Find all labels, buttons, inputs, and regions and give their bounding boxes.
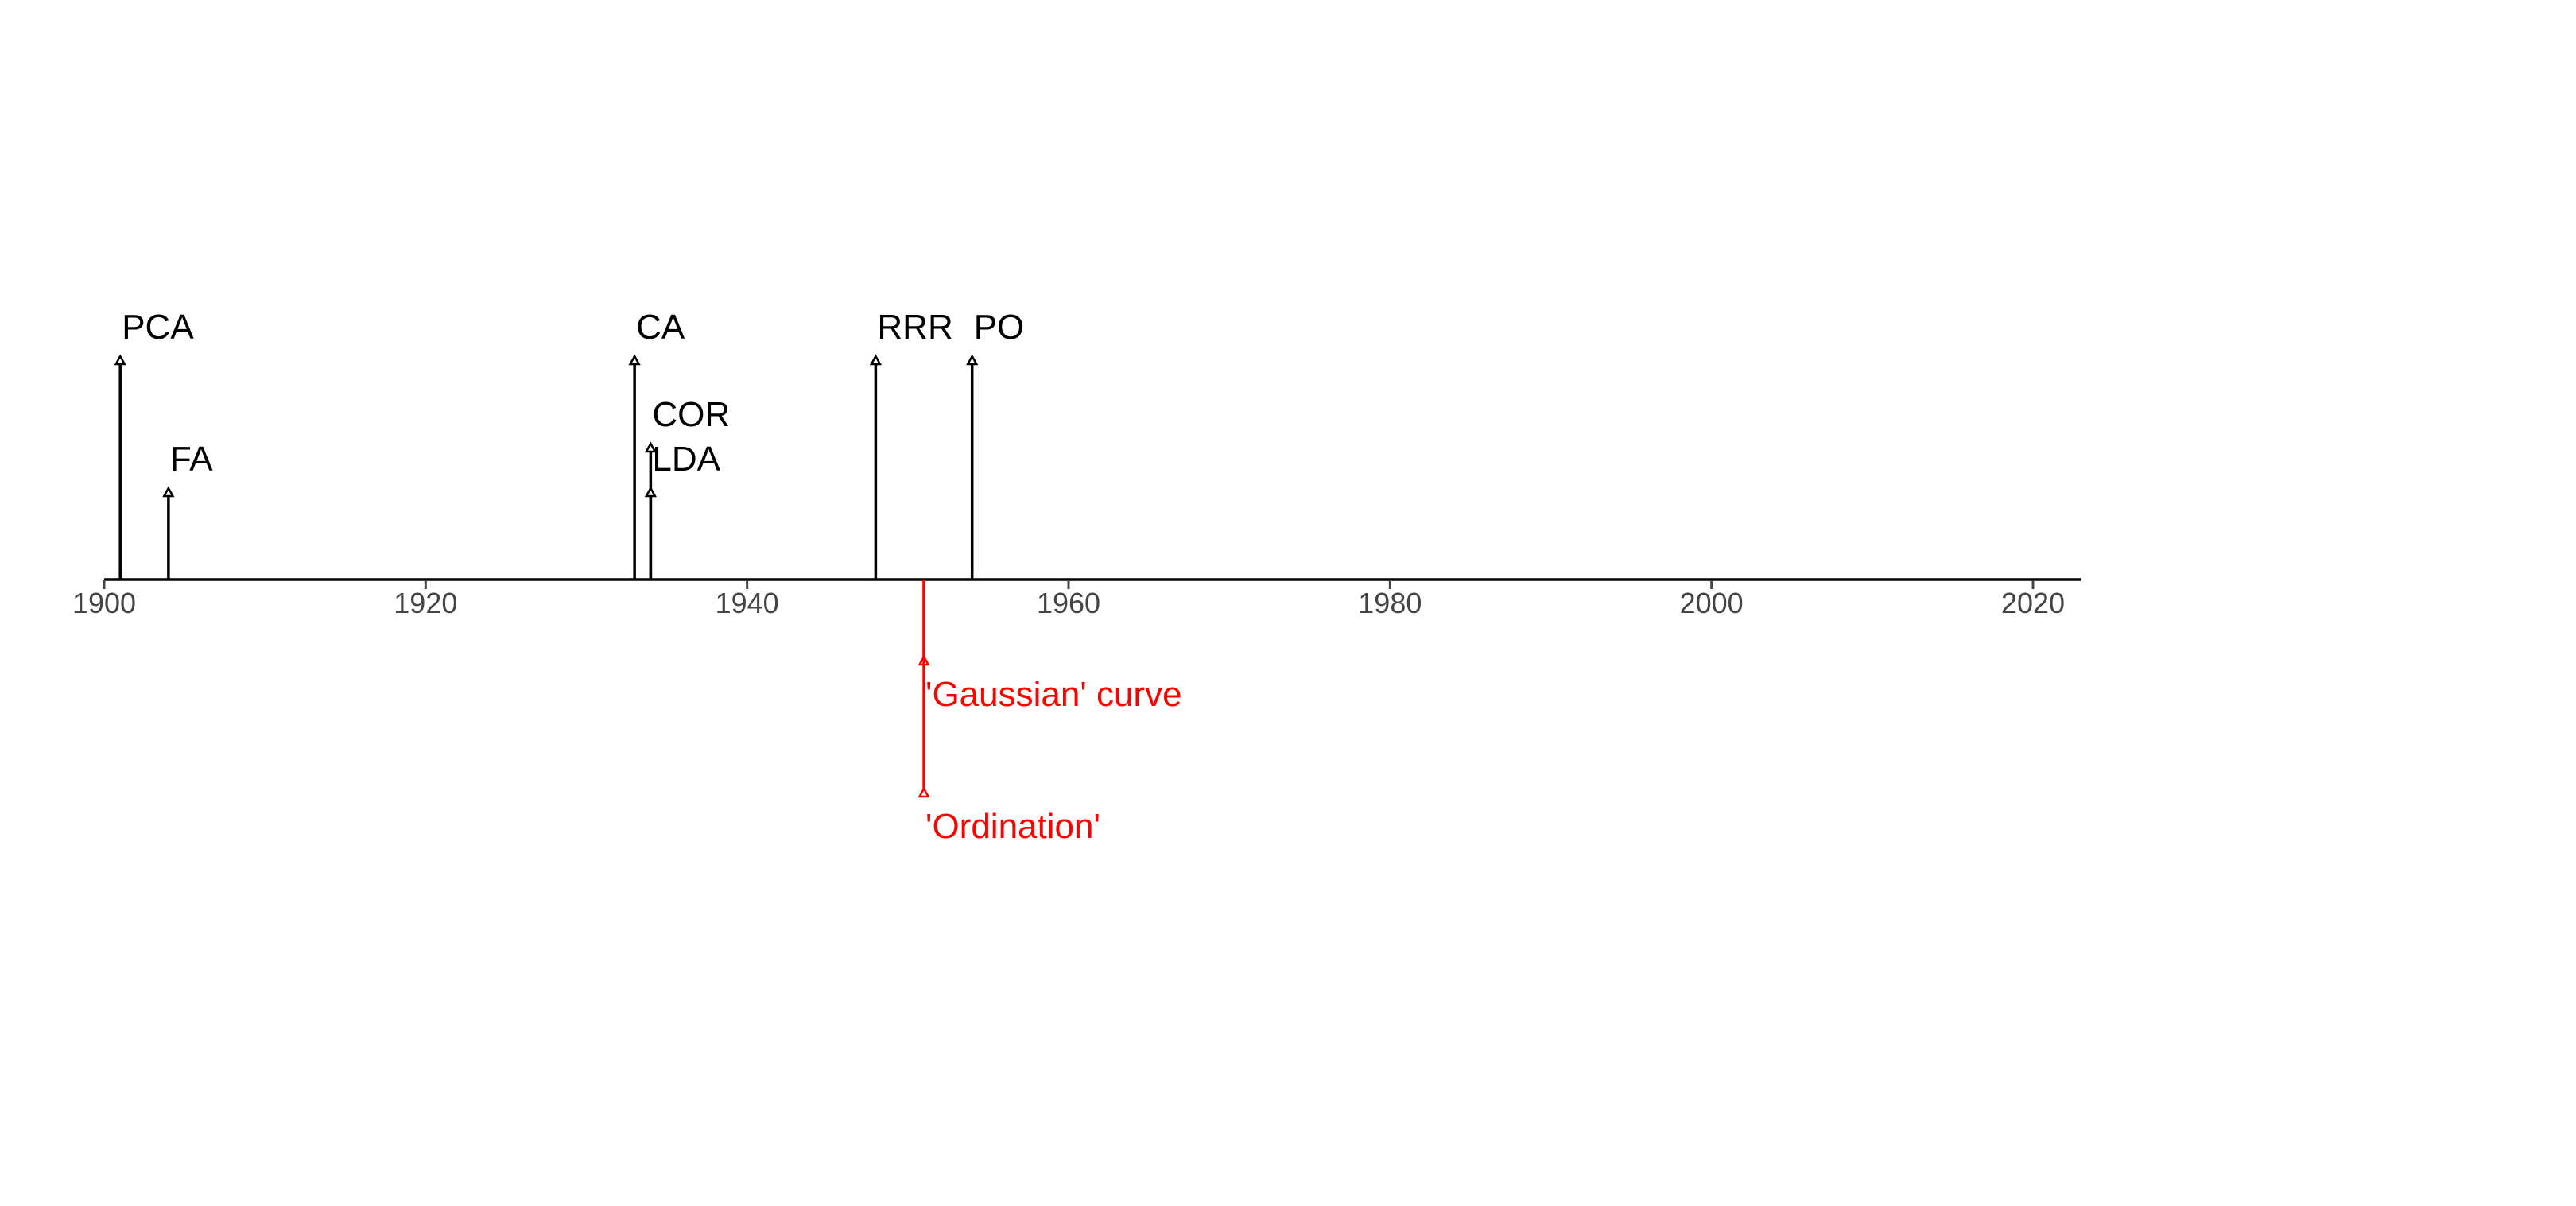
event-series-above: PCA FA CA COR LDA RRR PO xyxy=(114,308,1025,580)
event-label: COR xyxy=(652,395,730,434)
x-tick-label: 2000 xyxy=(1680,587,1744,619)
x-tick-label: 2020 xyxy=(2001,587,2065,619)
event-label: FA xyxy=(170,440,213,479)
event-arrowhead xyxy=(114,354,126,366)
event-arrowhead xyxy=(869,354,883,366)
event-label: 'Gaussian' curve xyxy=(925,675,1182,714)
x-axis: 1900 1920 1940 1960 1980 2000 2020 xyxy=(72,578,2081,619)
x-tick-label: 1920 xyxy=(394,587,457,619)
x-tick-label: 1980 xyxy=(1358,587,1422,619)
events-layer: PCA FA CA COR LDA RRR PO 'Gaussian' curve 'Ordin… xyxy=(114,308,1182,846)
event-arrowhead xyxy=(918,786,930,798)
x-tick-label: 1900 xyxy=(72,587,136,619)
event-arrowhead xyxy=(644,486,657,498)
event-series-below: 'Gaussian' curve 'Ordination' xyxy=(918,580,1182,846)
event-arrowhead xyxy=(644,441,657,453)
event-label: PO xyxy=(974,308,1025,347)
x-tick-label: 1960 xyxy=(1037,587,1100,619)
event-arrowhead xyxy=(628,354,641,366)
event-label: LDA xyxy=(652,440,720,479)
event-label: CA xyxy=(636,308,685,347)
event-arrowhead xyxy=(162,486,175,498)
event-arrowhead xyxy=(966,354,979,366)
event-label: 'Ordination' xyxy=(925,807,1100,846)
event-label: RRR xyxy=(877,308,952,347)
event-label: PCA xyxy=(122,308,194,347)
x-tick-label: 1940 xyxy=(716,587,779,619)
